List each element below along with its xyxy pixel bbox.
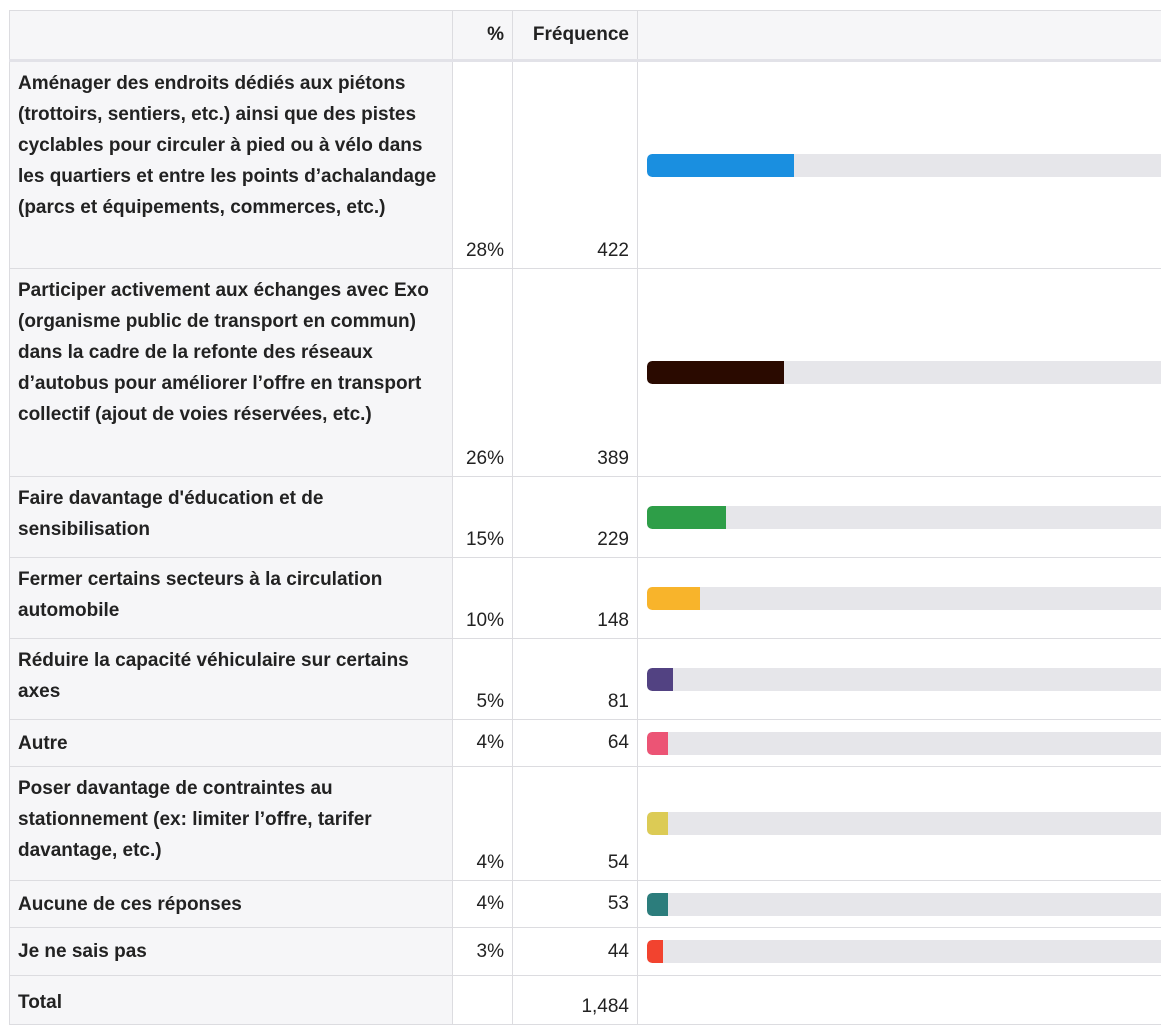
- percent: 15%: [453, 477, 513, 558]
- frequency: 422: [513, 61, 638, 269]
- bar-track: [647, 732, 1161, 755]
- frequency: 44: [513, 928, 638, 976]
- frequency: 64: [513, 720, 638, 767]
- header-blank: [10, 11, 453, 61]
- data-row: Fermer certains secteurs à la circulatio…: [10, 558, 1161, 639]
- bar-track: [647, 587, 1161, 610]
- bar-cell: [638, 881, 1161, 928]
- total-row: Total 1,484: [10, 976, 1161, 1025]
- row-label: Réduire la capacité véhiculaire sur cert…: [10, 639, 453, 720]
- bar-cell: [638, 928, 1161, 976]
- total-label: Total: [10, 976, 453, 1025]
- frequency: 229: [513, 477, 638, 558]
- bar-cell: [638, 639, 1161, 720]
- bar-track: [647, 668, 1161, 691]
- bar: [647, 361, 784, 384]
- row-label: Poser davantage de contraintes au statio…: [10, 767, 453, 881]
- bar-cell: [638, 269, 1161, 477]
- total-percent: [453, 976, 513, 1025]
- percent: 4%: [453, 720, 513, 767]
- percent: 10%: [453, 558, 513, 639]
- bar-track: [647, 506, 1161, 529]
- bar: [647, 668, 673, 691]
- bar-cell: [638, 558, 1161, 639]
- total-bar: [638, 976, 1161, 1025]
- row-label: Aménager des endroits dédiés aux piétons…: [10, 61, 453, 269]
- header-bar: [638, 11, 1161, 61]
- row-label: Autre: [10, 720, 453, 767]
- row-label: Fermer certains secteurs à la circulatio…: [10, 558, 453, 639]
- row-label: Faire davantage d'éducation et de sensib…: [10, 477, 453, 558]
- row-label: Participer activement aux échanges avec …: [10, 269, 453, 477]
- bar-cell: [638, 61, 1161, 269]
- bar: [647, 587, 700, 610]
- frequency: 81: [513, 639, 638, 720]
- percent: 26%: [453, 269, 513, 477]
- percent: 5%: [453, 639, 513, 720]
- data-row: Réduire la capacité véhiculaire sur cert…: [10, 639, 1161, 720]
- results-table: % Fréquence Aménager des endroits dédiés…: [9, 10, 1161, 1025]
- bar: [647, 812, 668, 835]
- bar: [647, 940, 663, 963]
- bar-track: [647, 154, 1161, 177]
- bar: [647, 732, 668, 755]
- bar-track: [647, 940, 1161, 963]
- percent: 3%: [453, 928, 513, 976]
- bar: [647, 154, 794, 177]
- frequency: 54: [513, 767, 638, 881]
- bar-track: [647, 812, 1161, 835]
- percent: 28%: [453, 61, 513, 269]
- percent: 4%: [453, 881, 513, 928]
- bar-cell: [638, 720, 1161, 767]
- bar-track: [647, 361, 1161, 384]
- bar-cell: [638, 477, 1161, 558]
- frequency: 389: [513, 269, 638, 477]
- data-row: Aménager des endroits dédiés aux piétons…: [10, 61, 1161, 269]
- header-percent: %: [453, 11, 513, 61]
- bar-cell: [638, 767, 1161, 881]
- bar: [647, 893, 668, 916]
- data-row: Faire davantage d'éducation et de sensib…: [10, 477, 1161, 558]
- total-frequency: 1,484: [513, 976, 638, 1025]
- bar: [647, 506, 726, 529]
- data-row: Participer activement aux échanges avec …: [10, 269, 1161, 477]
- frequency: 53: [513, 881, 638, 928]
- row-label: Aucune de ces réponses: [10, 881, 453, 928]
- header-row: % Fréquence: [10, 11, 1161, 61]
- bar-track: [647, 893, 1161, 916]
- row-label: Je ne sais pas: [10, 928, 453, 976]
- frequency: 148: [513, 558, 638, 639]
- percent: 4%: [453, 767, 513, 881]
- results-table-container: % Fréquence Aménager des endroits dédiés…: [9, 10, 1161, 1025]
- header-frequency: Fréquence: [513, 11, 638, 61]
- data-row: Poser davantage de contraintes au statio…: [10, 767, 1161, 881]
